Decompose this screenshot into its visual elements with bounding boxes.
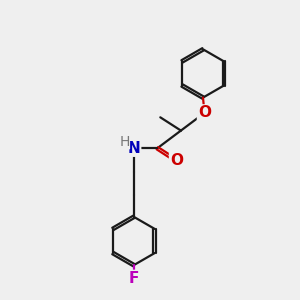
Text: H: H [119, 135, 130, 149]
Text: O: O [198, 105, 211, 120]
Text: O: O [170, 153, 183, 168]
Text: N: N [128, 141, 140, 156]
Text: F: F [129, 271, 139, 286]
